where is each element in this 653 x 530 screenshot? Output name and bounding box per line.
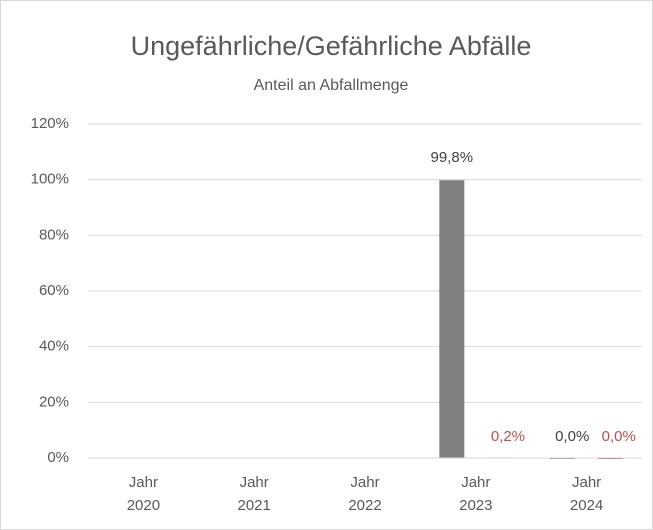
y-tick-label: 80% [39,226,69,243]
x-tick-label: Jahr 2023 [459,474,493,514]
bar [439,180,465,458]
x-tick-label: Jahr 2024 [569,474,604,514]
chart-title: Ungefährliche/Gefährliche Abfälle [131,31,532,61]
y-tick-label: 60% [39,282,69,299]
data-label: 0,2% [491,428,525,445]
y-tick-label: 20% [39,393,69,410]
y-tick-label: 100% [31,171,69,188]
x-tick-label: Jahr 2022 [348,474,382,514]
data-label: 0,0% [602,428,636,445]
x-tick-label: Jahr 2020 [126,474,161,514]
data-label: 0,0% [555,428,589,445]
y-tick-label: 0% [47,449,69,466]
y-tick-label: 120% [31,115,69,132]
chart-subtitle: Anteil an Abfallmenge [254,77,409,94]
y-tick-label: 40% [39,338,69,355]
x-tick-label: Jahr 2021 [237,474,271,514]
data-label: 99,8% [431,149,474,166]
